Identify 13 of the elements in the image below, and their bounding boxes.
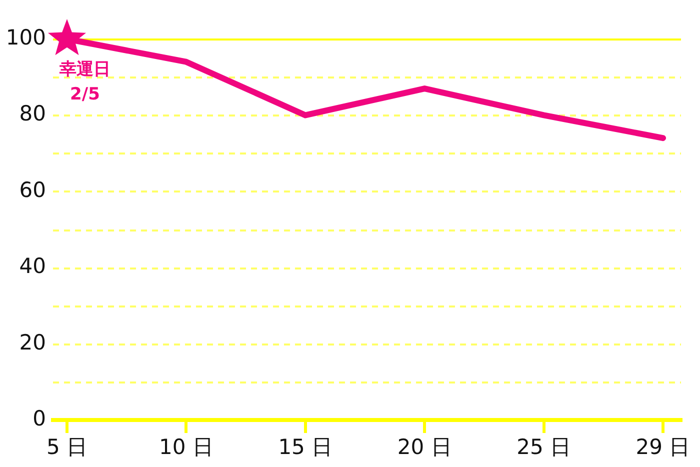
y-tick-label: 40 <box>19 254 46 278</box>
y-tick-label: 100 <box>6 25 46 50</box>
x-tick-label: 20 日 <box>397 435 452 460</box>
x-tick-label: 25 日 <box>516 435 571 460</box>
x-tick-label: 10 日 <box>158 435 214 460</box>
y-tick-label: 60 <box>19 178 46 202</box>
x-tick-label: 29 日 <box>636 435 690 460</box>
y-tick-label: 80 <box>19 102 46 126</box>
y-tick-label: 20 <box>19 330 46 354</box>
annotation: 幸運日 2/5 <box>58 59 110 104</box>
y-tick-label: 0 <box>32 406 46 430</box>
x-tick-label: 15 日 <box>278 435 333 460</box>
x-tick-label: 5 日 <box>46 435 88 460</box>
